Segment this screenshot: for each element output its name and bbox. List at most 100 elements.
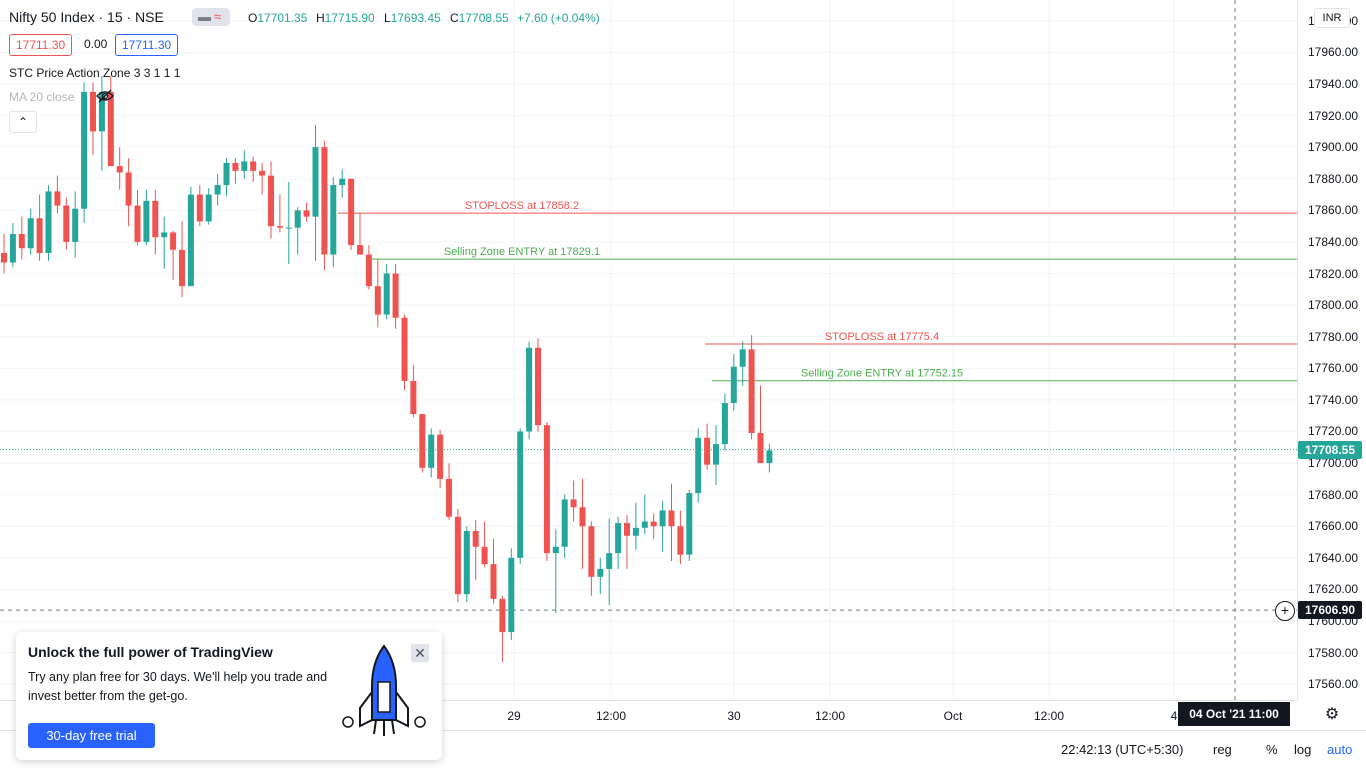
- time-axis[interactable]: 29 12:00 30 12:00 Oct 12:00 4: [0, 700, 1297, 731]
- candle-body: [72, 208, 79, 242]
- candle-body: [250, 161, 257, 171]
- price-tick: 17700.00: [1308, 456, 1359, 471]
- candle-body: [98, 91, 105, 132]
- chart-canvas[interactable]: STOPLOSS at 17858.2 Selling Zone ENTRY at…: [0, 0, 1297, 700]
- candle-body: [259, 170, 266, 176]
- log-toggle[interactable]: log: [1294, 742, 1312, 757]
- candle-body: [357, 245, 363, 255]
- price-tick: 17580.00: [1308, 645, 1359, 660]
- free-trial-button[interactable]: 30-day free trial: [28, 723, 155, 748]
- ohlc-open: O17701.35: [248, 11, 308, 25]
- add-alert-plus-icon[interactable]: +: [1275, 601, 1295, 622]
- candle-body: [303, 210, 310, 217]
- candle-body: [713, 444, 719, 465]
- auto-toggle[interactable]: auto: [1327, 742, 1353, 757]
- buy-price-button[interactable]: 17711.30: [115, 34, 179, 56]
- ohlc-change: +7.60 (+0.04%): [517, 11, 600, 25]
- candle-body: [223, 162, 230, 186]
- price-tick: 17560.00: [1308, 677, 1359, 692]
- candle-body: [143, 200, 150, 242]
- candle-body: [107, 91, 114, 167]
- candle-body: [18, 234, 25, 249]
- indicator-ma-label[interactable]: MA 20 close: [9, 90, 75, 104]
- candle-body: [659, 510, 666, 527]
- candle-body: [695, 437, 702, 494]
- candle-body: [721, 403, 728, 445]
- candle-body: [641, 521, 648, 528]
- promo-popup: Unlock the full power of TradingView Try…: [16, 632, 442, 760]
- candle-body: [383, 273, 390, 315]
- reg-toggle[interactable]: reg: [1213, 742, 1232, 757]
- candle-body: [161, 232, 168, 238]
- level-label: Selling Zone ENTRY at 17752.15: [801, 368, 963, 380]
- candle-body: [686, 493, 693, 555]
- last-price-label: 17708.55: [1298, 440, 1362, 459]
- candle-body: [36, 218, 43, 253]
- percent-toggle[interactable]: %: [1266, 742, 1278, 757]
- price-tick: 17760.00: [1308, 361, 1359, 376]
- time-tick: 12:00: [814, 709, 846, 723]
- candle-body: [312, 147, 319, 217]
- candle-body: [321, 147, 328, 255]
- candle-body: [650, 521, 657, 527]
- candles: [1, 76, 773, 663]
- indicator-stc-label[interactable]: STC Price Action Zone 3 3 1 1 1: [9, 66, 181, 80]
- level-lines: STOPLOSS at 17858.2 Selling Zone ENTRY at…: [0, 0, 1297, 700]
- candle-body: [125, 172, 132, 206]
- candle-body: [757, 433, 764, 464]
- eye-hidden-icon[interactable]: [96, 88, 114, 107]
- price-tick: 17620.00: [1308, 582, 1359, 597]
- candle-body: [214, 185, 221, 195]
- price-tick: 17880.00: [1308, 171, 1359, 186]
- price-scale[interactable]: 17980.0017960.0017940.0017920.0017900.00…: [1297, 0, 1366, 700]
- price-tick: 17920.00: [1308, 108, 1359, 123]
- candle-body: [374, 286, 381, 315]
- price-tick: 17640.00: [1308, 550, 1359, 565]
- candle-body: [116, 166, 123, 173]
- chart-area[interactable]: STOPLOSS at 17858.2 Selling Zone ENTRY at…: [0, 0, 1297, 700]
- candle-body: [588, 526, 595, 577]
- candle-body: [285, 227, 292, 229]
- clock-time[interactable]: 22:42:13 (UTC+5:30): [1061, 742, 1184, 757]
- candle-body: [9, 234, 16, 263]
- candle-body: [276, 226, 283, 228]
- candle-body: [428, 434, 435, 468]
- price-tick: 17800.00: [1308, 298, 1359, 313]
- candle-body: [463, 530, 470, 595]
- collapse-legend-button[interactable]: ⌃: [9, 111, 37, 133]
- price-tick: 17840.00: [1308, 234, 1359, 249]
- candle-body: [268, 175, 274, 227]
- candle-body: [63, 205, 70, 242]
- level-label: STOPLOSS at 17858.2: [465, 200, 579, 212]
- candle-body: [739, 349, 746, 367]
- time-tick: 29: [507, 709, 521, 723]
- currency-selector[interactable]: INR: [1314, 8, 1350, 28]
- candle-body: [508, 557, 515, 633]
- sell-price-button[interactable]: 17711.30: [9, 34, 73, 56]
- ohlc-high: H17715.90: [316, 11, 375, 25]
- legend-badge[interactable]: ▬ ≈: [192, 8, 230, 26]
- candle-body: [632, 527, 639, 536]
- gear-icon[interactable]: ⚙: [1324, 706, 1340, 723]
- close-icon[interactable]: ✕: [411, 644, 429, 662]
- candle-body: [766, 450, 773, 464]
- candle-body: [490, 564, 497, 599]
- symbol-title[interactable]: Nifty 50 Index · 15 · NSE: [9, 9, 164, 25]
- time-tick: 4: [1170, 709, 1178, 723]
- time-tick: 30: [727, 709, 741, 723]
- candle-body: [90, 91, 96, 132]
- time-tick: Oct: [943, 709, 963, 723]
- candle-body: [526, 347, 533, 432]
- candle-body: [535, 347, 541, 426]
- candle-body: [27, 218, 34, 249]
- price-tick: 17680.00: [1308, 487, 1359, 502]
- candle-body: [437, 434, 444, 479]
- candle-body: [348, 178, 355, 246]
- grid: [0, 0, 1297, 700]
- time-cursor-label: 04 Oct '21 11:00: [1178, 702, 1290, 726]
- price-tick: 17780.00: [1308, 329, 1359, 344]
- candle-body: [597, 568, 604, 577]
- ohlc-low: L17693.45: [384, 11, 441, 25]
- spread-value: 0.00: [84, 37, 108, 51]
- candle-body: [472, 530, 479, 547]
